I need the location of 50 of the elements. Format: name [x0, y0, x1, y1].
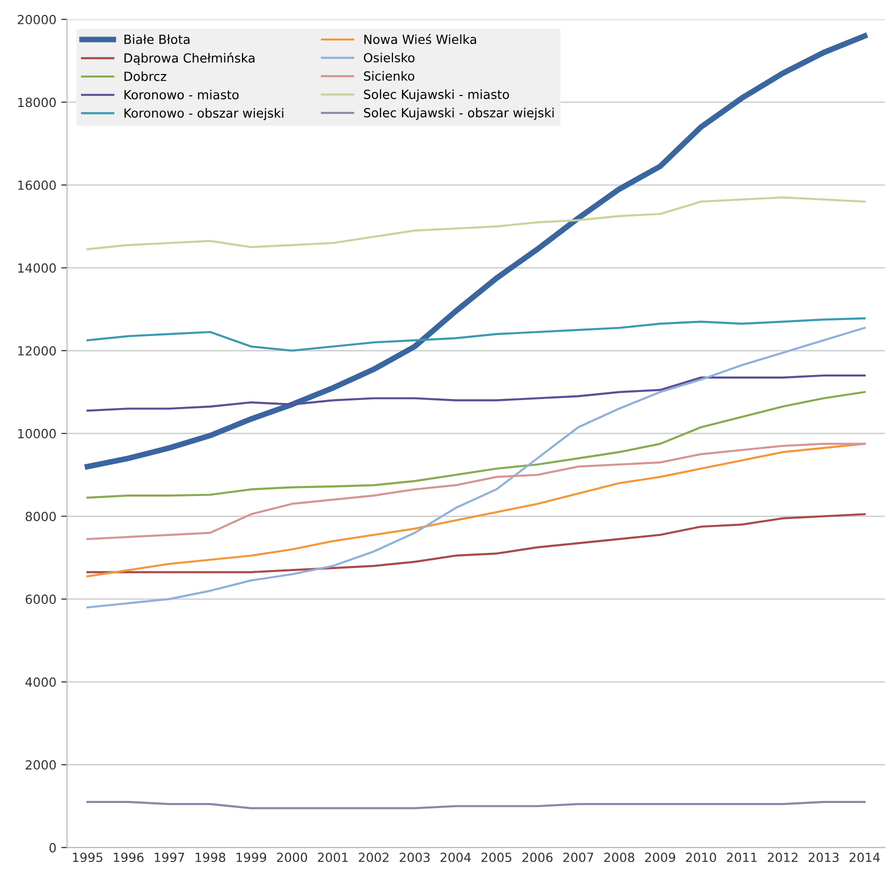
legend-label: Białe Błota	[124, 34, 190, 44]
x-tick-label: 1997	[154, 852, 184, 862]
x-tick-label: 1996	[114, 852, 144, 862]
x-tick-label: 2009	[645, 852, 676, 862]
x-tick-label: 2006	[522, 852, 553, 862]
line-series	[86, 513, 866, 574]
y-tick-label: 16000	[18, 180, 56, 190]
line-series	[86, 391, 866, 499]
line-series	[86, 800, 866, 810]
y-tick-label: 2000	[26, 760, 56, 770]
x-tick-label: 2001	[318, 852, 348, 862]
line-series	[86, 374, 866, 412]
x-tick-label: 1995	[72, 852, 102, 862]
line-series	[86, 326, 866, 608]
x-tick-label: 2003	[400, 852, 430, 862]
legend-label: Nowa Wieś Wielka	[364, 34, 476, 44]
x-tick-label: 2002	[358, 852, 388, 862]
x-tick-label: 1998	[196, 852, 226, 862]
x-tick-label: 2004	[440, 852, 471, 862]
y-tick-label: 12000	[18, 346, 56, 356]
y-tick-label: 14000	[18, 263, 56, 273]
y-tick-label: 6000	[26, 594, 56, 604]
legend-label: Solec Kujawski - miasto	[364, 89, 509, 102]
x-tick-label: 2014	[850, 852, 880, 862]
legend-label: Sicienko	[364, 71, 414, 81]
y-tick-label: 8000	[26, 512, 56, 522]
y-tick-label: 18000	[18, 98, 56, 108]
y-tick-label: 20000	[18, 14, 56, 24]
legend-label: Dobrcz	[124, 71, 166, 82]
legend-label: Dąbrowa Chełmińska	[124, 52, 254, 65]
x-tick-label: 2005	[482, 852, 512, 862]
line-series	[86, 442, 866, 540]
y-tick-label: 10000	[18, 428, 56, 438]
line-series	[86, 442, 866, 578]
x-tick-label: 2008	[604, 852, 634, 862]
x-tick-label: 1999	[236, 852, 266, 862]
x-tick-label: 2010	[686, 852, 716, 862]
x-tick-label: 2000	[277, 852, 308, 862]
x-tick-label: 2011	[726, 852, 757, 862]
line-series	[86, 317, 866, 352]
x-tick-label: 2012	[768, 852, 798, 862]
y-tick-label: 0	[50, 842, 56, 852]
legend-label: Solec Kujawski - obszar wiejski	[364, 108, 554, 120]
x-tick-label: 2007	[563, 852, 594, 862]
legend-label: Koronowo - obszar wiejski	[124, 108, 284, 120]
line-series	[86, 196, 866, 250]
legend-label: Osielsko	[364, 52, 414, 62]
legend-label: Koronowo - miasto	[124, 90, 239, 100]
y-tick-label: 4000	[25, 677, 56, 687]
x-tick-label: 2013	[808, 852, 839, 862]
